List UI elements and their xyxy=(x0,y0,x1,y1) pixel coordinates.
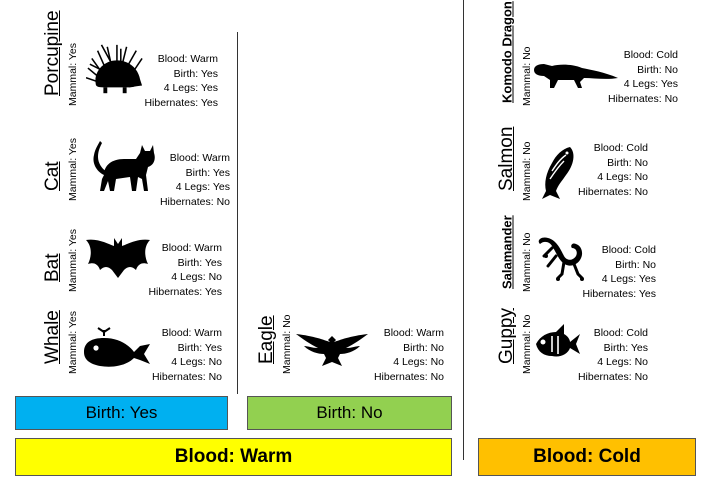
blood-attr: Blood: Cold xyxy=(593,327,648,339)
hibernates-attr: Hibernates: No xyxy=(159,195,230,208)
card-porcupine: Porcupine Mammal: Yes Blood: Warm Birth:… xyxy=(40,10,230,118)
blood-attr: Blood: Warm xyxy=(169,152,230,164)
birth-attr: Birth: Yes xyxy=(177,341,222,354)
birth-attr: Birth: Yes xyxy=(173,67,218,80)
blood-attr: Blood: Cold xyxy=(601,244,656,256)
blood-attr: Blood: Warm xyxy=(383,327,444,339)
hibernates-attr: Hibernates: Yes xyxy=(144,96,218,109)
birth-attr: Birth: Yes xyxy=(177,256,222,269)
card-salmon: Salmon Mammal: No Blood: Cold Birth: No … xyxy=(494,117,684,213)
birth-no-label: Birth: No xyxy=(316,403,383,422)
card-bat: Bat Mammal: Yes Blood: Warm Birth: Yes 4… xyxy=(40,212,230,304)
mammal-label: Mammal: Yes xyxy=(67,137,79,201)
blood-warm-box: Blood: Warm xyxy=(15,438,452,476)
birth-attr: Birth: No xyxy=(403,341,444,354)
hibernates-attr: Hibernates: Yes xyxy=(148,285,222,298)
salmon-icon xyxy=(538,141,576,201)
hibernates-attr: Hibernates: No xyxy=(577,370,648,383)
divider-birth xyxy=(237,32,238,394)
legs-attr: 4 Legs: Yes xyxy=(163,82,218,94)
animal-name: Salmon xyxy=(496,126,517,191)
mammal-label: Mammal: No xyxy=(281,314,293,374)
blood-attr: Blood: Warm xyxy=(161,327,222,339)
birth-attr: Birth: No xyxy=(637,63,678,76)
hibernates-attr: Hibernates: No xyxy=(577,185,648,198)
bat-icon xyxy=(84,234,152,282)
blood-attr: Blood: Cold xyxy=(593,142,648,154)
animal-name: Eagle xyxy=(256,315,277,364)
whale-icon xyxy=(82,326,152,370)
blood-attr: Blood: Warm xyxy=(161,242,222,254)
mammal-label: Mammal: Yes xyxy=(67,228,79,292)
mammal-label: Mammal: No xyxy=(521,141,533,201)
card-whale: Whale Mammal: Yes Blood: Warm Birth: Yes… xyxy=(40,298,230,386)
blood-attr: Blood: Cold xyxy=(623,49,678,61)
hibernates-attr: Hibernates: No xyxy=(151,370,222,383)
blood-cold-label: Blood: Cold xyxy=(533,446,641,467)
legs-attr: 4 Legs: No xyxy=(597,171,648,183)
blood-attr: Blood: Warm xyxy=(157,53,218,65)
hibernates-attr: Hibernates: Yes xyxy=(582,287,656,300)
komodo-dragon-icon xyxy=(532,58,618,92)
animal-name: Porcupine xyxy=(42,10,63,96)
animal-name: Whale xyxy=(42,310,63,364)
birth-attr: Birth: Yes xyxy=(185,166,230,179)
animal-name: Bat xyxy=(42,253,63,282)
legs-attr: 4 Legs: Yes xyxy=(601,273,656,285)
cat-icon xyxy=(88,135,156,195)
hibernates-attr: Hibernates: No xyxy=(373,370,444,383)
mammal-label: Mammal: No xyxy=(521,314,533,374)
card-eagle: Eagle Mammal: No Blood: Warm Birth: No 4… xyxy=(254,298,450,386)
salamander-icon xyxy=(532,234,592,290)
birth-attr: Birth: No xyxy=(615,258,656,271)
birth-attr: Birth: Yes xyxy=(603,341,648,354)
eagle-icon xyxy=(296,332,368,370)
legs-attr: 4 Legs: No xyxy=(171,271,222,283)
divider-blood xyxy=(463,0,464,460)
card-guppy: Guppy Mammal: No Blood: Cold Birth: Yes … xyxy=(494,298,684,386)
card-salamander: Salamander Mammal: No Blood: Cold Birth:… xyxy=(494,212,684,304)
birth-attr: Birth: No xyxy=(607,156,648,169)
fish-icon xyxy=(534,322,580,362)
animal-name: Guppy xyxy=(496,308,517,364)
blood-cold-box: Blood: Cold xyxy=(478,438,696,476)
legs-attr: 4 Legs: Yes xyxy=(175,181,230,193)
card-komodo-dragon: Komodo Dragon Mammal: No Blood: Cold Bir… xyxy=(494,1,684,118)
animal-name: Komodo Dragon xyxy=(499,1,515,103)
porcupine-icon xyxy=(86,42,144,98)
animal-name: Cat xyxy=(42,161,63,191)
legs-attr: 4 Legs: No xyxy=(171,356,222,368)
hibernates-attr: Hibernates: No xyxy=(607,92,678,105)
mammal-label: Mammal: Yes xyxy=(67,310,79,374)
mammal-label: Mammal: Yes xyxy=(67,42,79,106)
card-cat: Cat Mammal: Yes Blood: Warm Birth: Yes 4… xyxy=(40,117,230,213)
legs-attr: 4 Legs: No xyxy=(393,356,444,368)
animal-name: Salamander xyxy=(499,215,515,289)
legs-attr: 4 Legs: Yes xyxy=(623,78,678,90)
legs-attr: 4 Legs: No xyxy=(597,356,648,368)
blood-warm-label: Blood: Warm xyxy=(174,446,293,467)
birth-yes-box: Birth: Yes xyxy=(15,396,228,430)
birth-yes-label: Birth: Yes xyxy=(85,403,158,422)
birth-no-box: Birth: No xyxy=(247,396,452,430)
